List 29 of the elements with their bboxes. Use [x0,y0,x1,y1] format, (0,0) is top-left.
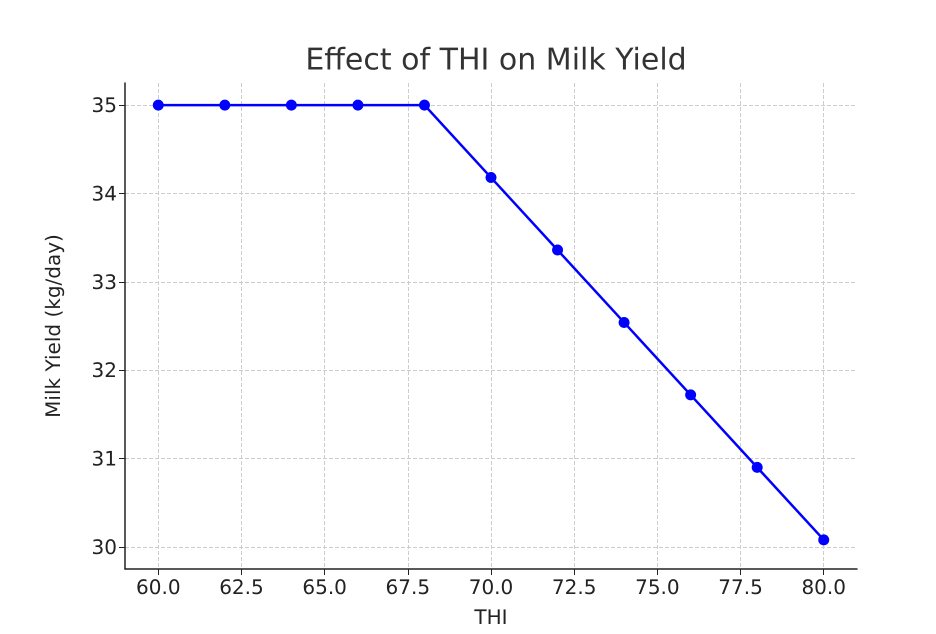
point [352,100,364,111]
point [618,316,630,328]
x-axis-title: THI [473,605,508,629]
y-tick-label: 34 [92,181,117,206]
point [685,389,696,400]
point [552,244,564,256]
point [219,100,230,111]
point [418,100,430,111]
x-tick-label: 75.0 [635,575,680,599]
chart-title: Effect of THI on Milk Yield [305,42,687,78]
x-tick-label: 60.0 [136,575,181,599]
x-tick-label: 65.0 [302,575,347,599]
y-tick-label: 31 [92,446,117,471]
point [286,100,297,111]
point [752,462,763,473]
x-tick-label: 77.5 [718,575,763,599]
y-tick-label: 33 [92,270,117,294]
x-tick-label: 70.0 [468,575,514,599]
x-tick-label: 80.0 [801,575,846,599]
y-tick-label: 32 [92,358,117,382]
y-axis-title: Milk Yield (kg/day) [41,234,65,418]
x-tick-label: 72.5 [552,575,596,599]
y-tick-label: 30 [92,534,117,559]
point [152,100,164,111]
x-tick-label: 67.5 [386,575,430,599]
point [818,534,830,546]
y-tick-label: 35 [92,93,117,118]
point [486,172,496,184]
x-tick-label: 62.5 [219,575,264,599]
